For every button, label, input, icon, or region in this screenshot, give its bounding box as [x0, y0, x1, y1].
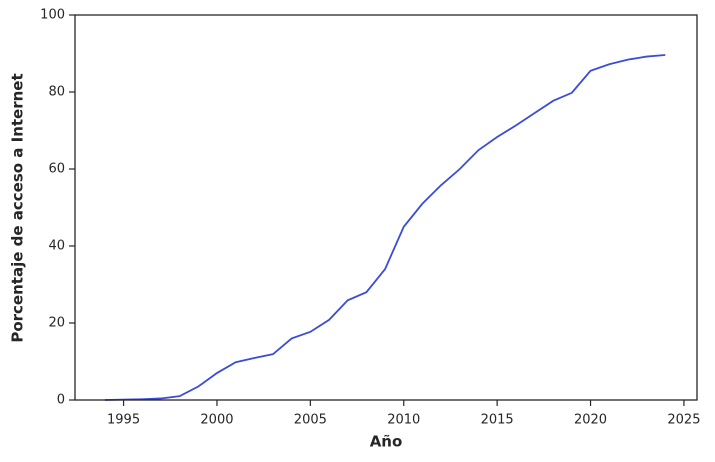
y-axis-label: Porcentaje de acceso a Internet [9, 73, 27, 342]
y-tick-label: 40 [48, 239, 65, 254]
y-tick-label: 60 [48, 162, 65, 177]
x-tick-label: 2010 [387, 413, 420, 428]
x-tick-label: 1995 [107, 413, 140, 428]
x-axis-label: Año [370, 433, 403, 451]
plot-frame [74, 14, 698, 401]
y-tick-label: 0 [57, 393, 65, 408]
x-tick-label: 2025 [667, 413, 700, 428]
y-tick-label: 100 [40, 8, 65, 23]
x-tick-label: 2000 [200, 413, 233, 428]
x-tick-label: 2020 [574, 413, 607, 428]
x-tick-label: 2015 [481, 413, 514, 428]
y-tick-label: 20 [48, 316, 65, 331]
x-tick-label: 2005 [294, 413, 327, 428]
y-tick-label: 80 [48, 85, 65, 100]
data-line [104, 54, 666, 401]
